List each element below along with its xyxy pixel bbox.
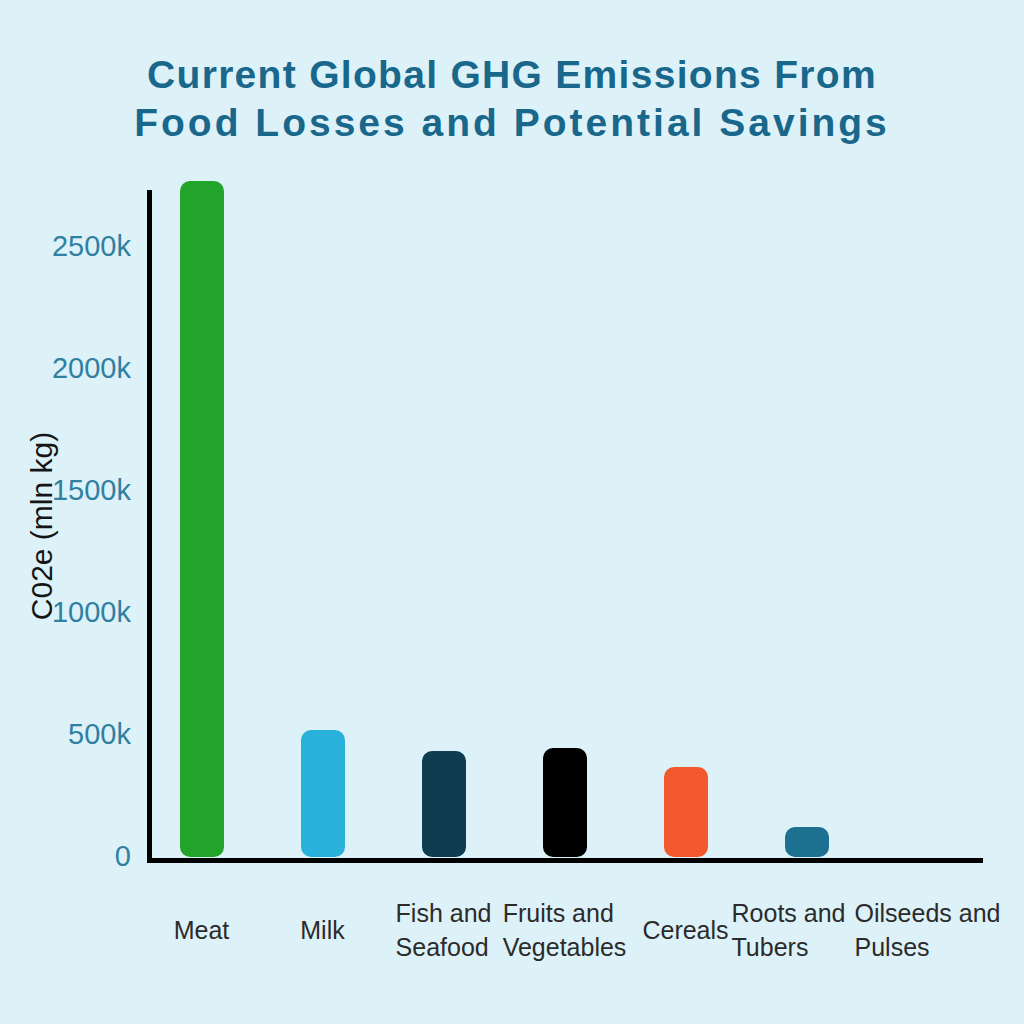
x-axis-line: [147, 858, 983, 863]
bar-fish-and-seafood: [422, 751, 466, 857]
bar-meat: [180, 181, 224, 857]
y-tick-500k: 500k: [68, 718, 131, 751]
chart-title-line1: Current Global GHG Emissions From: [0, 51, 1024, 99]
category-label-oilseeds-and-pulses: Oilseeds andPulses: [855, 896, 1001, 964]
category-label-meat: Meat: [174, 913, 230, 947]
chart-title: Current Global GHG Emissions From Food L…: [0, 51, 1024, 147]
y-tick-2500k: 2500k: [52, 230, 131, 263]
category-label-roots-and-tubers: Roots andTubers: [732, 896, 846, 964]
bar-milk: [301, 730, 345, 857]
bar-fruits-and-vegetables: [543, 748, 587, 857]
y-axis-label: C02e (mln kg): [25, 432, 59, 620]
bar-cereals: [664, 767, 708, 857]
category-label-fish-and-seafood: Fish andSeafood: [396, 896, 492, 964]
y-axis-line: [147, 190, 152, 861]
chart-title-line2: Food Losses and Potential Savings: [0, 99, 1024, 147]
category-label-fruits-and-vegetables: Fruits andVegetables: [503, 896, 627, 964]
bar-chart: Current Global GHG Emissions From Food L…: [0, 0, 1024, 1024]
category-label-cereals: Cereals: [642, 913, 728, 947]
y-tick-2000k: 2000k: [52, 352, 131, 385]
y-tick-1000k: 1000k: [52, 596, 131, 629]
y-tick-1500k: 1500k: [52, 474, 131, 507]
y-tick-0: 0: [115, 840, 131, 873]
category-label-milk: Milk: [300, 913, 344, 947]
bar-roots-and-tubers: [785, 827, 829, 858]
